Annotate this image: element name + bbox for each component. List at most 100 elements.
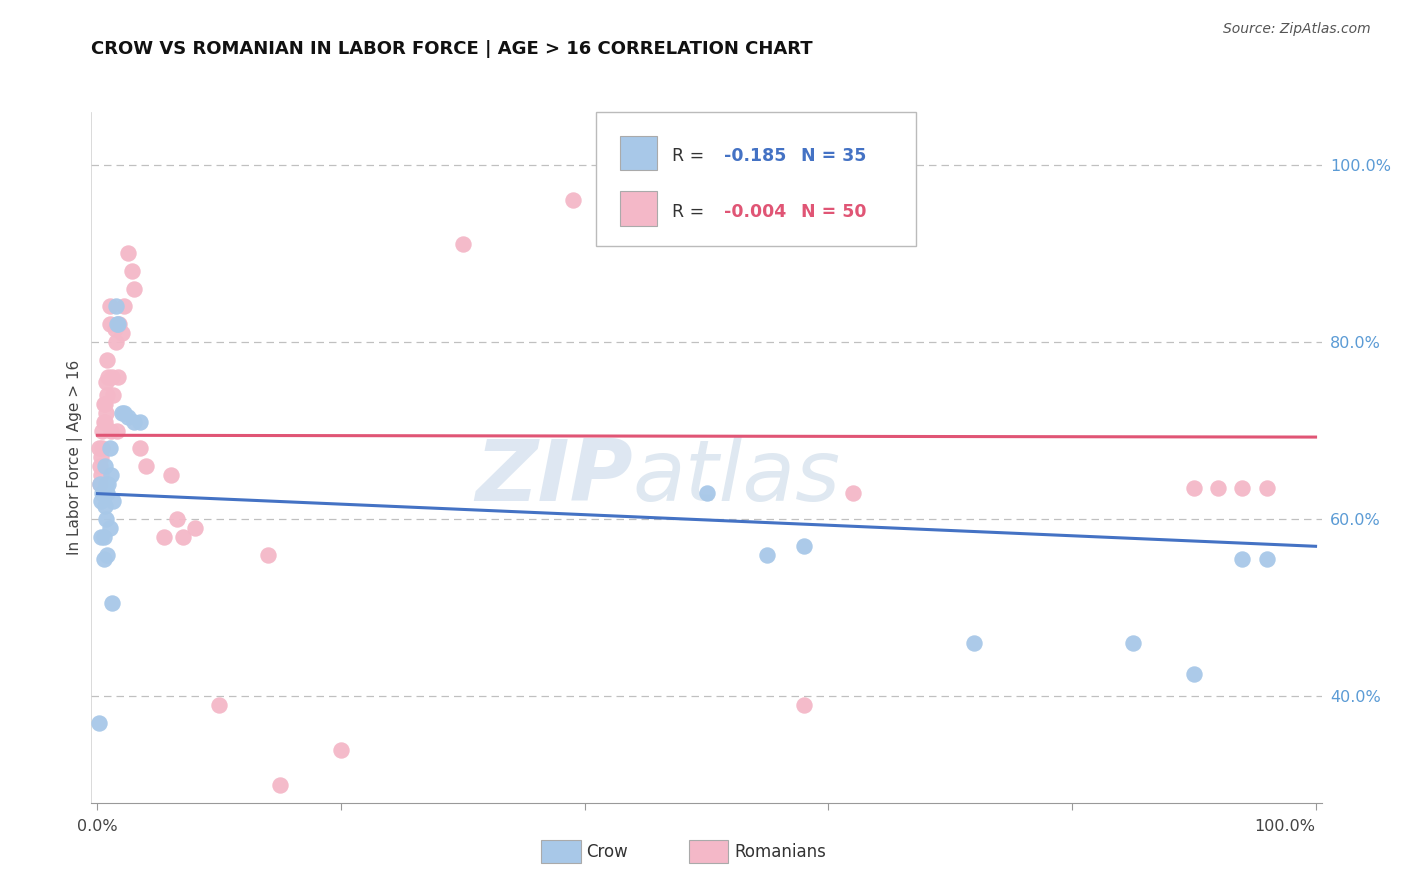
Point	[90, 530, 112, 544]
Text: N = 35: N = 35	[801, 147, 866, 165]
Point	[87, 442, 110, 456]
Point	[94, 375, 117, 389]
Point	[87, 716, 110, 731]
FancyBboxPatch shape	[620, 191, 657, 226]
Point	[94, 476, 117, 491]
Point	[107, 370, 129, 384]
Text: N = 50: N = 50	[801, 202, 866, 220]
Point	[98, 300, 121, 314]
Point	[1182, 667, 1205, 681]
Point	[104, 334, 127, 349]
Point	[696, 485, 718, 500]
Point	[103, 321, 125, 335]
Point	[91, 485, 114, 500]
Text: -0.004: -0.004	[724, 202, 786, 220]
Point	[1256, 552, 1278, 566]
Point	[172, 530, 194, 544]
Point	[93, 415, 115, 429]
Point	[96, 352, 118, 367]
Point	[94, 458, 117, 473]
Point	[90, 450, 112, 465]
Point	[97, 370, 120, 384]
Point	[98, 317, 121, 331]
Text: atlas: atlas	[633, 436, 841, 519]
Text: Crow: Crow	[586, 843, 628, 861]
Point	[1232, 552, 1254, 566]
Point	[269, 778, 291, 792]
Point	[1256, 481, 1278, 495]
Point	[104, 300, 127, 314]
FancyBboxPatch shape	[620, 136, 657, 170]
Point	[1232, 481, 1254, 495]
Point	[96, 388, 118, 402]
Point	[841, 485, 863, 500]
Point	[97, 476, 120, 491]
Point	[108, 317, 131, 331]
Point	[100, 424, 122, 438]
Point	[93, 530, 115, 544]
Point	[1182, 481, 1205, 495]
Point	[159, 467, 181, 482]
Point	[91, 442, 114, 456]
Point	[107, 317, 129, 331]
Y-axis label: In Labor Force | Age > 16: In Labor Force | Age > 16	[67, 359, 83, 555]
Point	[90, 494, 112, 508]
Point	[100, 467, 122, 482]
Point	[112, 406, 135, 420]
Text: Source: ZipAtlas.com: Source: ZipAtlas.com	[1223, 22, 1371, 37]
Text: Romanians: Romanians	[734, 843, 825, 861]
Point	[129, 415, 152, 429]
Point	[122, 415, 145, 429]
Point	[101, 596, 124, 610]
Point	[91, 424, 114, 438]
Point	[94, 397, 117, 411]
Text: 0.0%: 0.0%	[77, 819, 118, 834]
Text: CROW VS ROMANIAN IN LABOR FORCE | AGE > 16 CORRELATION CHART: CROW VS ROMANIAN IN LABOR FORCE | AGE > …	[91, 40, 813, 58]
Point	[451, 237, 474, 252]
Point	[96, 485, 118, 500]
Point	[94, 406, 117, 420]
Point	[117, 246, 139, 260]
Point	[1122, 636, 1144, 650]
Point	[93, 552, 115, 566]
Point	[184, 521, 207, 535]
Point	[90, 467, 112, 482]
Point	[561, 193, 583, 207]
Point	[98, 442, 121, 456]
Point	[112, 300, 135, 314]
Point	[129, 442, 152, 456]
Point	[103, 388, 125, 402]
Point	[121, 264, 143, 278]
Point	[103, 494, 125, 508]
FancyBboxPatch shape	[596, 112, 915, 246]
Point	[111, 326, 134, 340]
Text: R =: R =	[672, 202, 710, 220]
Text: 100.0%: 100.0%	[1254, 819, 1316, 834]
Point	[93, 397, 115, 411]
Point	[98, 521, 121, 535]
Point	[208, 698, 231, 713]
Text: ZIP: ZIP	[475, 436, 633, 519]
Point	[111, 406, 134, 420]
Point	[756, 548, 779, 562]
Point	[1206, 481, 1229, 495]
Point	[89, 476, 111, 491]
Point	[793, 539, 815, 553]
Point	[94, 512, 117, 526]
Text: -0.185: -0.185	[724, 147, 786, 165]
Text: R =: R =	[672, 147, 710, 165]
Point	[89, 458, 111, 473]
Point	[122, 282, 145, 296]
Point	[330, 742, 353, 756]
Point	[94, 499, 117, 513]
Point	[153, 530, 176, 544]
Point	[117, 410, 139, 425]
Point	[135, 458, 157, 473]
Point	[96, 548, 118, 562]
Point	[963, 636, 986, 650]
Point	[105, 424, 128, 438]
Point	[94, 415, 117, 429]
Point	[89, 476, 111, 491]
Point	[101, 370, 124, 384]
Point	[793, 698, 815, 713]
